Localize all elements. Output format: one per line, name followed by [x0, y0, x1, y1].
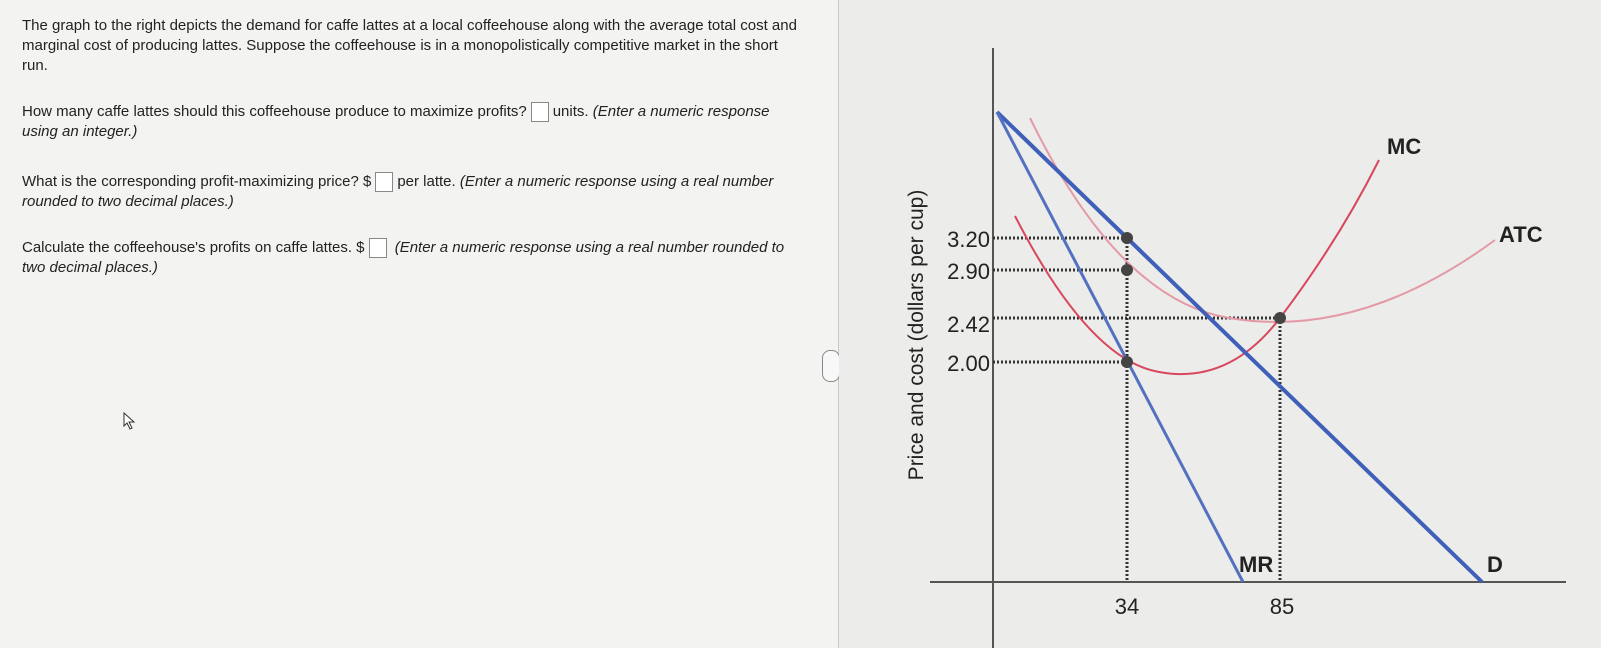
mc-label: MC: [1387, 134, 1421, 159]
y-tick-label: 2.42: [947, 312, 990, 337]
x-tick-label: 34: [1115, 594, 1139, 619]
question-2: What is the corresponding profit-maximiz…: [22, 172, 802, 212]
y-ticks: 3.20 2.90 2.42 2.00: [947, 227, 990, 376]
text: per latte.: [397, 173, 456, 190]
y-tick-label: 3.20: [947, 227, 990, 252]
mr-curve: [995, 111, 1245, 583]
text: Calculate the coffeehouse's profits on c…: [22, 239, 365, 256]
x-ticks: 34 85: [1115, 594, 1294, 619]
hint: (Enter a numeric response using a real n…: [22, 239, 785, 277]
x-tick-label: 85: [1270, 594, 1294, 619]
question-3: Calculate the coffeehouse's profits on c…: [22, 238, 802, 278]
hint: (Enter a numeric response using an integ…: [22, 103, 770, 141]
text: How many caffe lattes should this coffee…: [22, 103, 527, 120]
y-axis-label: Price and cost (dollars per cup): [905, 190, 928, 481]
y-tick-label: 2.90: [947, 259, 990, 284]
curve-labels: MC ATC D MR: [1239, 134, 1543, 577]
intro: The graph to the right depicts the deman…: [22, 17, 797, 74]
demand-label: D: [1487, 552, 1503, 577]
demand-curve: [995, 110, 1484, 584]
text: units.: [552, 103, 589, 120]
atc-label: ATC: [1499, 222, 1543, 247]
cursor: [123, 412, 136, 430]
hint: (Enter a numeric response using a real n…: [22, 173, 774, 211]
answer-box[interactable]: [375, 172, 394, 193]
question-1: How many caffe lattes should this coffee…: [22, 102, 802, 142]
question-panel: The graph to the right depicts the deman…: [0, 0, 839, 648]
guides: [993, 236, 1282, 582]
panel-resize-handle[interactable]: [822, 350, 840, 382]
mc-curve: [1014, 159, 1380, 376]
mr-label: MR: [1239, 552, 1273, 577]
answer-box[interactable]: [368, 238, 387, 259]
atc-curve: [1029, 117, 1496, 323]
y-tick-label: 2.00: [947, 351, 990, 376]
text: What is the corresponding profit-maximiz…: [22, 173, 372, 190]
graph: 3.20 2.90 2.42 2.00 34 85 Price and cost…: [839, 0, 1601, 648]
answer-box[interactable]: [530, 102, 549, 123]
points: [1121, 232, 1286, 368]
